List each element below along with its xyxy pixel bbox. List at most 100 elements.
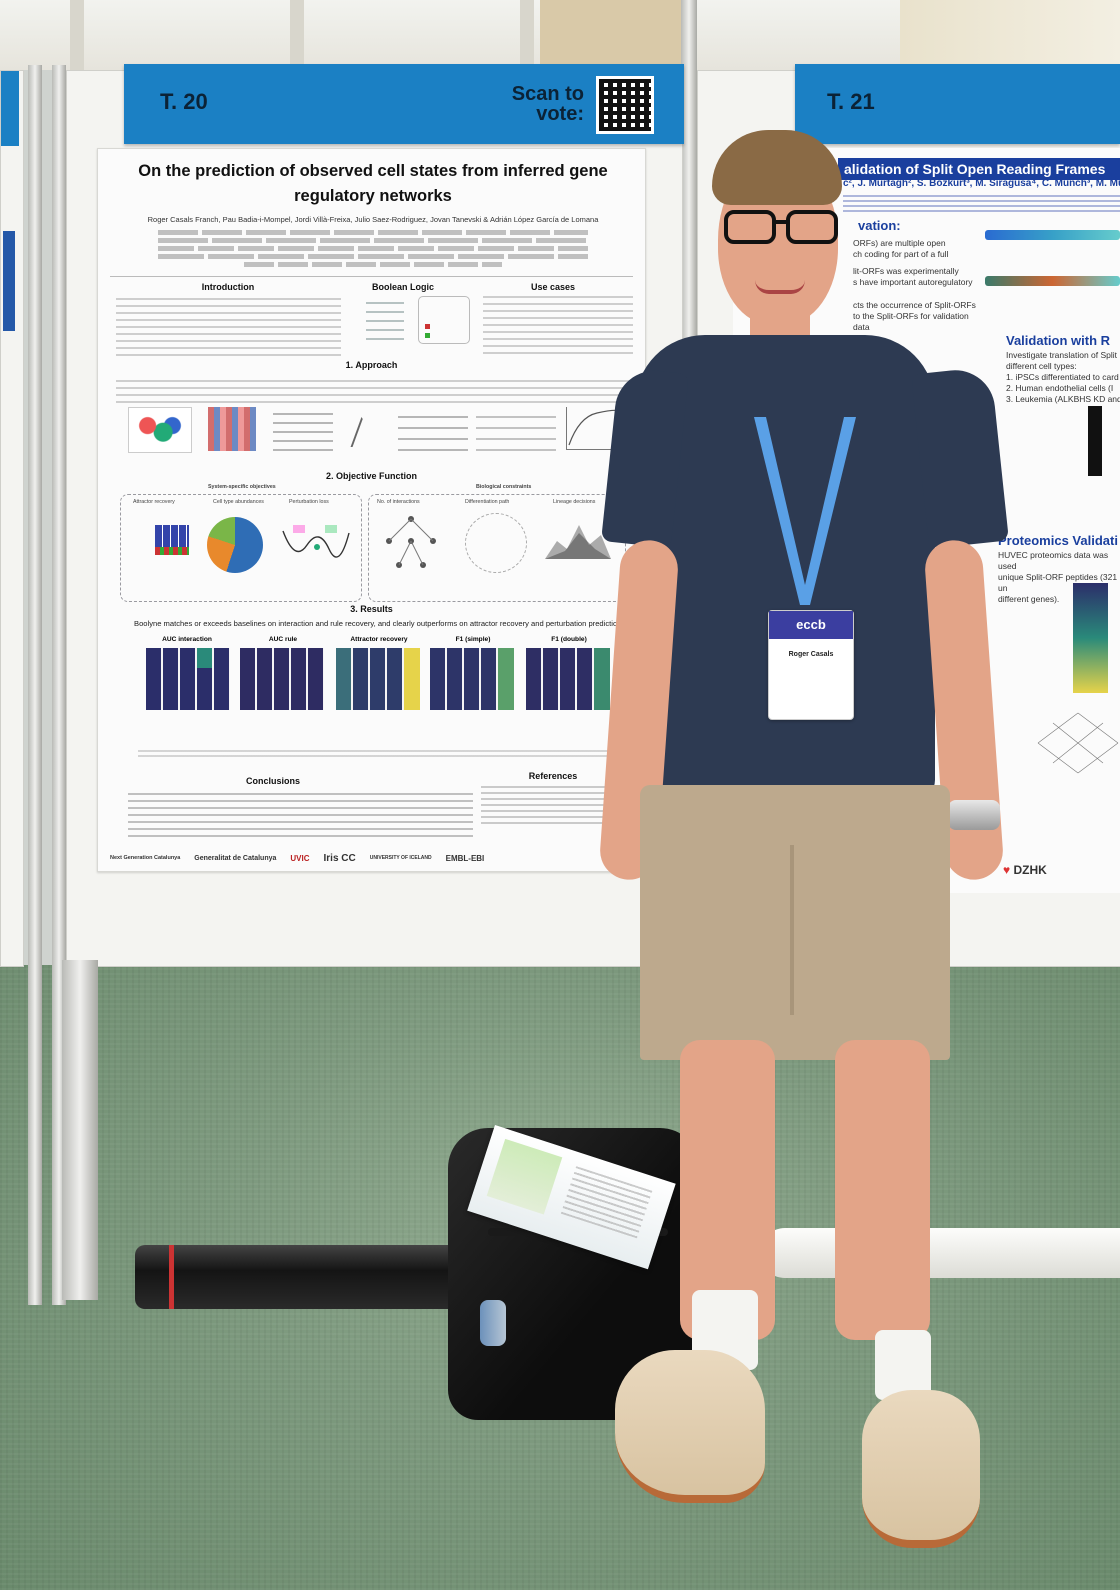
logo: UVIC [290,853,310,863]
section-objective-function: 2. Objective Function [325,471,417,481]
system-objectives-box: Attractor recovery Cell type abundances … [120,494,362,602]
proteomics-heatmap [1073,583,1108,693]
scan-to-vote-label: Scan to vote: [511,83,584,125]
poster-tube [135,1245,465,1309]
neighbor-board-left [0,70,24,967]
section-boolean-logic: Boolean Logic [371,282,434,292]
differentiation-path-label: Differentiation path [465,499,510,505]
qr-code-icon[interactable] [596,76,654,134]
heatmap-f1-simple [430,648,514,710]
boolean-rules-text [366,298,404,340]
results-heatmaps: AUC interaction AUC rule Attractor recov… [128,636,633,736]
right-sleeve [911,366,1009,549]
perturbation-loss-label: Perturbation loss [289,499,329,505]
poster-affiliations [158,227,588,271]
branch-arrows [350,417,392,447]
left-sneaker [615,1350,765,1503]
expression-heatmap-thumbnail [208,407,256,451]
conclusions-text [128,789,473,837]
interactions-label: No. of interactions [377,499,420,505]
board-pole [28,65,42,1305]
section-introduction: Introduction [201,282,255,292]
section-references: References [528,771,578,781]
introduction-text [116,296,341,356]
board-number: T. 20 [160,89,208,114]
water-bottle [480,1300,506,1346]
validation-heading: Validation with R [1006,333,1111,348]
network-plot [1033,708,1120,778]
neighbor-affiliations [843,194,1120,212]
neighbor-poster-title: alidation of Split Open Reading Frames [838,158,1120,180]
logo: Next Generation Catalunya [110,855,181,861]
glasses-icon [724,210,839,244]
board-header-t21: T. 21 [795,64,1120,144]
right-leg [835,1040,930,1340]
heatmap-title: AUC rule [268,636,298,643]
poster-title: On the prediction of observed cell state… [138,162,608,205]
polo-shirt [635,335,935,800]
motivation-text: ORFs) are multiple open ch coding for pa… [853,238,976,332]
validation-bar-chart [1088,406,1102,476]
attractor-recovery-label: Attractor recovery [133,499,175,505]
results-summary: Boolyne matches or exceeds baselines on … [134,619,618,628]
section-results: 3. Results [350,604,393,614]
rules-list [273,411,333,451]
heatmap-title: Attractor recovery [350,636,408,643]
approach-text [116,375,631,403]
smile [755,280,805,294]
heatmap-title: F1 (simple) [455,636,491,643]
use-cases-text [483,296,633,354]
heatmap-f1-double [526,648,610,710]
cell-type-abundances-label: Cell type abundances [213,499,264,505]
research-poster: On the prediction of observed cell state… [97,148,646,872]
ceiling-beam [290,0,304,70]
board-pole [62,960,98,1300]
heatmap-auc-rule [240,648,324,710]
board-header-t20: T. 20 Scan to vote: [124,64,684,144]
proteomics-text: HUVEC proteomics data was used unique Sp… [998,550,1118,604]
distance-bar [155,547,189,555]
section-approach: 1. Approach [345,360,398,370]
lineage-landscape [545,521,611,561]
ceiling-beam [70,0,84,70]
rolled-poster-tube [760,1228,1120,1278]
shorts [640,785,950,1060]
modified-networks-list [398,411,468,451]
lanyard [750,415,860,615]
boolean-legend [418,296,470,344]
motivation-heading: vation: [858,218,901,233]
abundance-pie-chart [207,517,263,573]
proteomics-heading: Proteomics Validati [998,533,1118,548]
system-specific-label: System-specific objectives [208,484,276,490]
right-sneaker [862,1390,980,1548]
hair [712,130,842,205]
wristwatch-icon [948,800,1000,830]
logo: Iris CC [323,852,356,864]
logo: EMBL-EBI [445,853,485,863]
neighbor-poster-authors: c², J. Murtagh², S. Bozkurt³, M. Siragus… [843,178,1120,189]
heatmap-attractor-recovery [336,648,420,710]
logo: UNIVERSITY OF ICELAND [369,855,432,861]
back-wall [900,0,1120,70]
badge-name: Roger Casals [788,651,834,658]
orf-diagram-bar [985,230,1120,240]
section-use-cases: Use cases [530,282,576,292]
results-caption [138,747,638,757]
biological-constraints-box: No. of interactions Differentiation path… [368,494,626,602]
lineage-decisions-label: Lineage decisions [553,499,596,505]
biological-constraints-label: Biological constraints [476,484,532,490]
orf-diagram-bar [985,276,1120,286]
poster-authors: Roger Casals Franch, Pau Badia-i-Mompel,… [147,215,599,224]
ceiling-beam [520,0,534,70]
heatmap-title: AUC interaction [162,636,212,643]
badge-logo: eccb [769,611,853,639]
section-conclusions: Conclusions [245,776,300,786]
validation-text: Investigate translation of Split differe… [1006,350,1120,404]
perturbation-landscape [281,523,351,563]
board-number: T. 21 [827,89,875,114]
presenter: eccb Roger Casals [598,120,1020,1560]
sponsor-logo-row: Next Generation Catalunya Generalitat de… [110,849,633,867]
score-table [476,411,556,451]
heatmap-title: F1 (double) [551,636,587,643]
dzhk-logo: ♥ DZHK [1003,863,1047,877]
